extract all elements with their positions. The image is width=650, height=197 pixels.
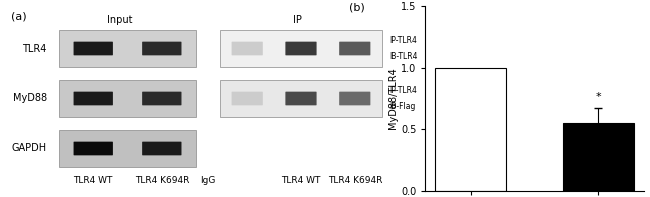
Text: Input: Input	[107, 15, 132, 25]
Bar	[564, 123, 634, 191]
Text: TLR4 WT: TLR4 WT	[281, 176, 320, 185]
Text: MyD88: MyD88	[13, 94, 47, 103]
Text: IP-TLR4: IP-TLR4	[390, 36, 417, 45]
Text: (a): (a)	[10, 11, 26, 21]
Text: IP: IP	[292, 15, 302, 25]
Text: TLR4 WT: TLR4 WT	[73, 176, 113, 185]
Text: GAPDH: GAPDH	[12, 143, 47, 153]
FancyBboxPatch shape	[59, 80, 196, 117]
FancyBboxPatch shape	[220, 80, 382, 117]
FancyBboxPatch shape	[73, 42, 113, 55]
FancyBboxPatch shape	[339, 42, 370, 55]
FancyBboxPatch shape	[142, 92, 181, 105]
FancyBboxPatch shape	[231, 42, 263, 55]
FancyBboxPatch shape	[73, 142, 113, 155]
Bar	[436, 68, 506, 191]
Text: TLR4 K694R: TLR4 K694R	[328, 176, 382, 185]
Text: IP-TLR4: IP-TLR4	[390, 86, 417, 95]
FancyBboxPatch shape	[142, 42, 181, 55]
Text: TLR4 K694R: TLR4 K694R	[135, 176, 189, 185]
FancyBboxPatch shape	[59, 30, 196, 67]
FancyBboxPatch shape	[59, 130, 196, 167]
Y-axis label: MyD88/TLR4: MyD88/TLR4	[388, 68, 398, 129]
FancyBboxPatch shape	[231, 92, 263, 105]
FancyBboxPatch shape	[339, 92, 370, 105]
FancyBboxPatch shape	[73, 92, 113, 105]
FancyBboxPatch shape	[220, 30, 382, 67]
Text: IB-TLR4: IB-TLR4	[390, 52, 418, 61]
Text: *: *	[595, 92, 601, 102]
Text: TLR4: TLR4	[23, 44, 47, 54]
FancyBboxPatch shape	[285, 92, 317, 105]
Text: IgG: IgG	[200, 176, 216, 185]
FancyBboxPatch shape	[285, 42, 317, 55]
Text: IB-Flag: IB-Flag	[390, 102, 416, 111]
Text: (b): (b)	[349, 2, 365, 12]
FancyBboxPatch shape	[142, 142, 181, 155]
